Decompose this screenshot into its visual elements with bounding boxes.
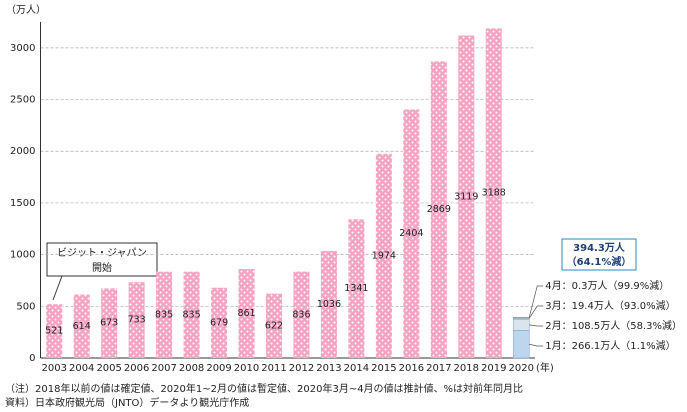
bar: [320, 250, 337, 358]
bar: [485, 28, 502, 358]
value-label: 836: [292, 309, 310, 320]
y-tick-label: 2000: [10, 146, 35, 157]
x-tick-label: 2018: [454, 363, 479, 374]
x-tick-label: 2012: [289, 363, 314, 374]
x-tick-label: 2020: [508, 363, 533, 374]
x-tick-label: 2007: [151, 363, 176, 374]
x-tick-label: 2004: [69, 363, 94, 374]
bar: [183, 271, 200, 358]
x-unit: (年): [536, 361, 554, 374]
x-tick-label: 2019: [481, 363, 506, 374]
bar: [375, 153, 392, 358]
bar: [458, 35, 475, 358]
x-tick-label: 2013: [316, 363, 341, 374]
y-tick-label: 500: [16, 301, 35, 312]
value-label: 614: [73, 321, 91, 332]
y-unit: （万人）: [6, 4, 46, 16]
x-tick-label: 2008: [179, 363, 204, 374]
y-tick-label: 3000: [10, 43, 35, 54]
value-label: 835: [183, 309, 201, 320]
bar: [348, 219, 365, 358]
y-tick-label: 1500: [10, 198, 35, 209]
bar: [211, 287, 228, 358]
x-tick-label: 2003: [42, 363, 67, 374]
leader-line: [528, 305, 544, 319]
x-tick-label: 2011: [261, 363, 286, 374]
callout-box: [46, 242, 158, 277]
x-tick-label: 2014: [344, 363, 369, 374]
x-tick-label: 2010: [234, 363, 259, 374]
x-tick-label: 2017: [426, 363, 451, 374]
bar: [101, 288, 118, 358]
value-label: 3119: [454, 191, 478, 202]
x-tick-label: 2009: [206, 363, 231, 374]
segment-label: 4月：0.3万人（99.9%減）: [545, 279, 669, 292]
total-label: （64.1%減）: [567, 255, 632, 268]
bar: [265, 293, 282, 358]
value-label: 673: [100, 318, 118, 329]
stack-segment: [512, 330, 530, 359]
bar: [430, 61, 447, 359]
value-label: 2869: [427, 204, 451, 215]
segment-label: 1月：266.1万人（1.1%減）: [545, 339, 675, 352]
x-tick-label: 2006: [124, 363, 149, 374]
note: （注）2018年以前の値は確定値、2020年1~2月の値は暫定値、2020年3月…: [5, 382, 523, 395]
stack-segment: [512, 319, 530, 331]
y-tick-label: 2500: [10, 95, 35, 106]
note: 資料）日本政府観光局（JNTO）データより観光庁作成: [5, 396, 249, 409]
callout-text: 開始: [92, 261, 112, 274]
value-label: 2404: [399, 228, 423, 239]
leader-line: [528, 285, 544, 318]
value-label: 1974: [372, 250, 396, 261]
y-tick-label: 0: [29, 353, 35, 364]
total-label: 394.3万人: [573, 241, 626, 254]
segment-label: 2月：108.5万人（58.3%減）: [545, 319, 682, 332]
value-label: 521: [45, 326, 63, 337]
x-tick-label: 2016: [399, 363, 424, 374]
total-box: [561, 238, 637, 271]
value-label: 835: [155, 309, 173, 320]
bar: [238, 268, 255, 358]
callout: ビジット・ジャパン 開始: [46, 242, 158, 301]
bar: [73, 294, 90, 358]
y-tick-label: 1000: [10, 250, 35, 261]
bar: [156, 271, 173, 358]
bar: [128, 282, 145, 358]
x-tick-label: 2005: [96, 363, 121, 374]
value-label: 3188: [482, 188, 506, 199]
leader-line: [529, 343, 544, 347]
value-label: 1036: [317, 299, 341, 310]
bar: [403, 109, 420, 359]
bar: [46, 304, 63, 358]
value-label: 861: [237, 308, 255, 319]
x-tick-label: 2015: [371, 363, 396, 374]
segment-label: 3月：19.4万人（93.0%減）: [545, 299, 675, 312]
bar: [293, 271, 310, 358]
value-label: 1341: [344, 283, 368, 294]
callout-text: ビジット・ジャパン: [57, 247, 147, 259]
value-label: 622: [265, 320, 283, 331]
value-label: 733: [128, 315, 146, 326]
callout-arrow: [52, 275, 63, 301]
leader-line: [529, 324, 544, 327]
value-label: 679: [210, 317, 228, 328]
